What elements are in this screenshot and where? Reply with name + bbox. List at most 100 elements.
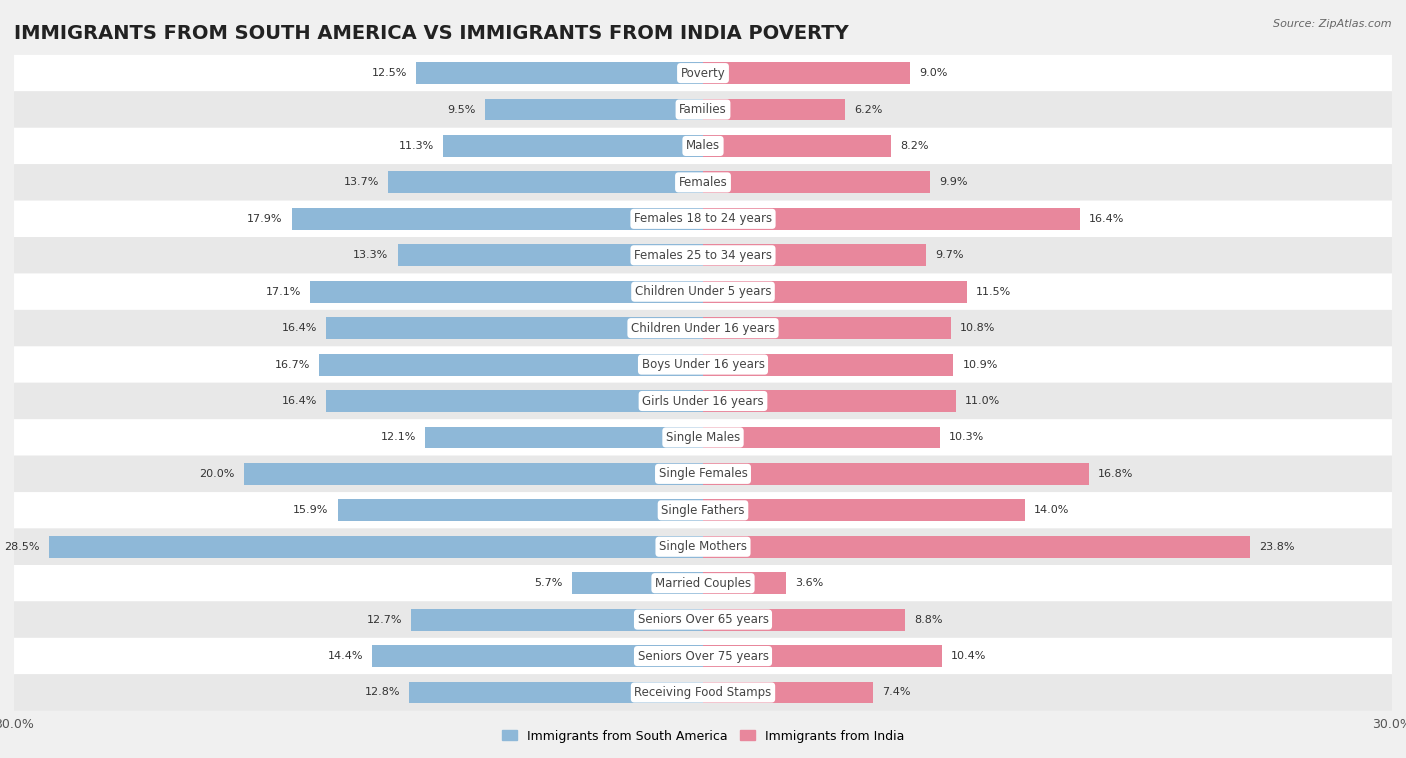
Bar [703,99,845,121]
FancyBboxPatch shape [14,492,1392,528]
Bar [337,500,703,522]
Text: 11.0%: 11.0% [965,396,1000,406]
Text: Boys Under 16 years: Boys Under 16 years [641,358,765,371]
Text: 17.9%: 17.9% [247,214,283,224]
Text: 8.8%: 8.8% [914,615,943,625]
FancyBboxPatch shape [14,456,1392,492]
Text: 8.2%: 8.2% [900,141,929,151]
Text: 16.4%: 16.4% [1088,214,1125,224]
Text: 9.7%: 9.7% [935,250,963,260]
FancyBboxPatch shape [14,55,1392,91]
FancyBboxPatch shape [14,164,1392,201]
Bar [703,317,950,339]
Bar [412,609,703,631]
Text: 3.6%: 3.6% [794,578,823,588]
Text: Females 25 to 34 years: Females 25 to 34 years [634,249,772,262]
Bar [572,572,703,594]
Bar [703,171,931,193]
Text: Females: Females [679,176,727,189]
Text: Single Males: Single Males [666,431,740,444]
Text: Source: ZipAtlas.com: Source: ZipAtlas.com [1274,19,1392,29]
Bar [703,572,786,594]
Text: Single Fathers: Single Fathers [661,504,745,517]
FancyBboxPatch shape [14,601,1392,637]
Text: Single Mothers: Single Mothers [659,540,747,553]
FancyBboxPatch shape [14,565,1392,601]
FancyBboxPatch shape [14,419,1392,456]
Text: 13.7%: 13.7% [344,177,380,187]
Text: 14.4%: 14.4% [328,651,363,661]
Text: Girls Under 16 years: Girls Under 16 years [643,394,763,408]
FancyBboxPatch shape [14,237,1392,274]
Text: 12.7%: 12.7% [367,615,402,625]
FancyBboxPatch shape [14,91,1392,128]
FancyBboxPatch shape [14,346,1392,383]
FancyBboxPatch shape [14,637,1392,675]
Text: 12.8%: 12.8% [364,688,399,697]
Bar [373,645,703,667]
Bar [703,280,967,302]
FancyBboxPatch shape [14,274,1392,310]
Text: 16.8%: 16.8% [1098,469,1133,479]
FancyBboxPatch shape [14,128,1392,164]
Bar [703,609,905,631]
Bar [388,171,703,193]
Text: 16.4%: 16.4% [281,323,318,333]
FancyBboxPatch shape [14,675,1392,711]
Text: 20.0%: 20.0% [200,469,235,479]
Text: 9.9%: 9.9% [939,177,969,187]
Text: 15.9%: 15.9% [294,506,329,515]
Text: 10.4%: 10.4% [950,651,987,661]
Bar [416,62,703,84]
Bar [326,390,703,412]
Text: 10.9%: 10.9% [963,359,998,370]
Text: 9.0%: 9.0% [920,68,948,78]
Bar [319,354,703,375]
Text: 5.7%: 5.7% [534,578,562,588]
Legend: Immigrants from South America, Immigrants from India: Immigrants from South America, Immigrant… [502,729,904,743]
Text: 11.5%: 11.5% [976,287,1011,296]
Text: Children Under 16 years: Children Under 16 years [631,321,775,334]
Bar [292,208,703,230]
Text: Single Females: Single Females [658,468,748,481]
Bar [703,135,891,157]
FancyBboxPatch shape [14,201,1392,237]
Text: 12.1%: 12.1% [381,433,416,443]
Text: 23.8%: 23.8% [1258,542,1295,552]
Text: 7.4%: 7.4% [882,688,911,697]
Text: Poverty: Poverty [681,67,725,80]
Bar [485,99,703,121]
Text: 10.3%: 10.3% [949,433,984,443]
Bar [703,208,1080,230]
Bar [703,390,956,412]
Text: Females 18 to 24 years: Females 18 to 24 years [634,212,772,225]
Bar [703,427,939,449]
Text: Seniors Over 65 years: Seniors Over 65 years [637,613,769,626]
Text: Males: Males [686,139,720,152]
Bar [425,427,703,449]
Text: 12.5%: 12.5% [371,68,406,78]
Bar [703,645,942,667]
Bar [703,536,1250,558]
Bar [703,244,925,266]
Text: Children Under 5 years: Children Under 5 years [634,285,772,298]
Text: 11.3%: 11.3% [399,141,434,151]
Bar [48,536,703,558]
Bar [703,62,910,84]
Text: Seniors Over 75 years: Seniors Over 75 years [637,650,769,662]
Bar [703,463,1088,485]
Text: 13.3%: 13.3% [353,250,388,260]
Text: Married Couples: Married Couples [655,577,751,590]
FancyBboxPatch shape [14,310,1392,346]
Bar [443,135,703,157]
Text: 6.2%: 6.2% [855,105,883,114]
Text: 9.5%: 9.5% [447,105,475,114]
Text: Families: Families [679,103,727,116]
Text: Receiving Food Stamps: Receiving Food Stamps [634,686,772,699]
Bar [326,317,703,339]
Bar [243,463,703,485]
Text: 16.7%: 16.7% [276,359,311,370]
FancyBboxPatch shape [14,383,1392,419]
Bar [398,244,703,266]
Text: 28.5%: 28.5% [4,542,39,552]
